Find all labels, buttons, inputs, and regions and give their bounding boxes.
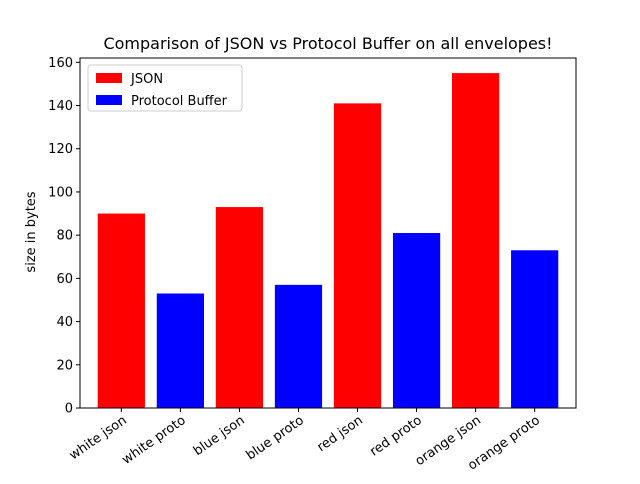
bar-white-json — [97, 213, 145, 408]
bar-white-proto — [156, 293, 204, 408]
legend-label: JSON — [130, 72, 163, 87]
y-tick-label: 40 — [56, 315, 73, 330]
y-tick-label: 100 — [48, 185, 73, 200]
bars-layer — [97, 73, 559, 409]
bar-blue-proto — [274, 284, 323, 408]
bar-orange-json — [452, 73, 500, 408]
bar-blue-json — [215, 207, 264, 408]
plot-frame — [79, 57, 577, 409]
y-tick-label: 20 — [56, 358, 73, 373]
legend-label: Protocol Buffer — [131, 94, 228, 109]
y-tick-label: 80 — [56, 229, 73, 244]
legend-swatch — [96, 95, 122, 105]
y-tick-label: 140 — [48, 99, 73, 114]
y-tick-label: 0 — [65, 402, 73, 417]
legend-swatch — [96, 73, 122, 83]
legend-box — [87, 64, 243, 112]
legend: JSON Protocol Buffer — [87, 64, 243, 112]
y-tick-label: 160 — [48, 56, 73, 71]
y-axis-label: size in bytes — [24, 191, 39, 272]
chart-title: Comparison of JSON vs Protocol Buffer on… — [103, 34, 552, 53]
bar-orange-proto — [511, 250, 559, 408]
bar-red-json — [333, 103, 382, 409]
bar-red-proto — [392, 233, 441, 408]
y-tick-label: 60 — [56, 272, 73, 287]
y-tick-label: 120 — [48, 142, 73, 157]
